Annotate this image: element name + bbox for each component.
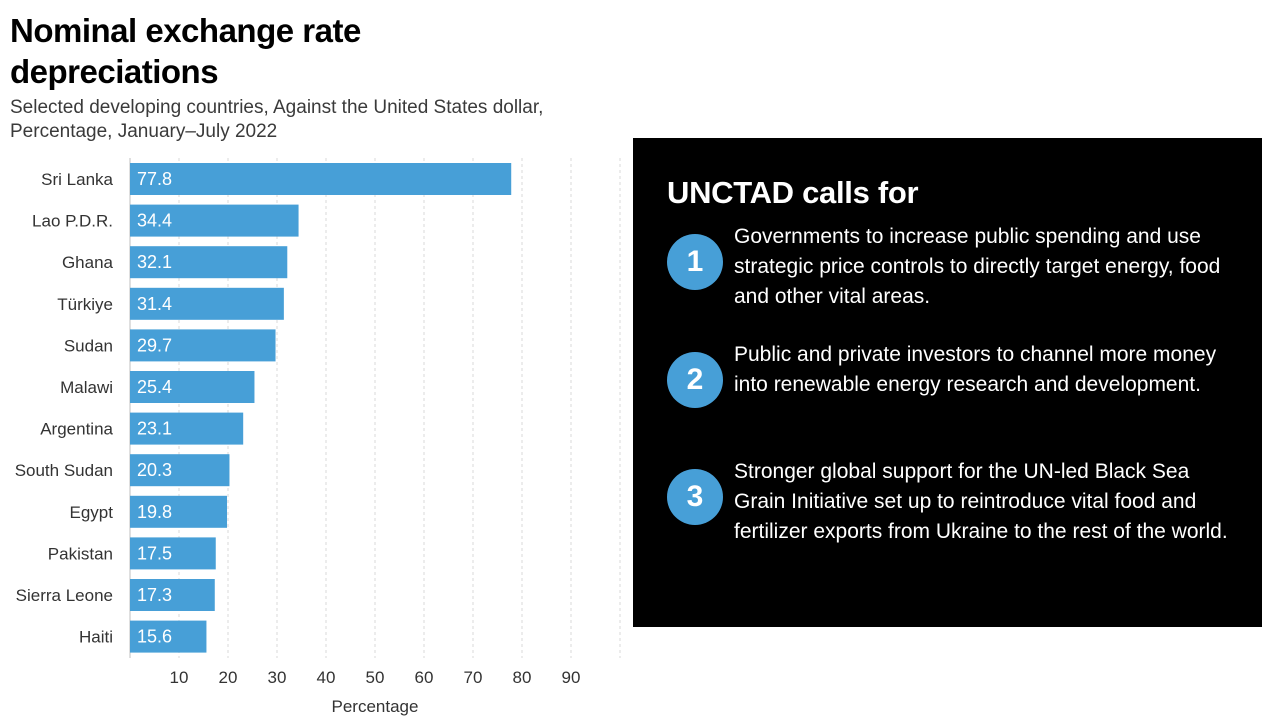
bar	[130, 620, 207, 653]
x-tick-label: 90	[562, 668, 581, 687]
bar-value-label: 34.4	[137, 211, 172, 231]
bar-value-label: 77.8	[137, 169, 172, 189]
category-label: Sierra Leone	[16, 586, 113, 605]
category-label: Malawi	[60, 378, 113, 397]
number-badge: 1	[667, 234, 723, 290]
category-label: Egypt	[70, 503, 114, 522]
bar-value-label: 20.3	[137, 460, 172, 480]
callout-item-text: Governments to increase public spending …	[734, 225, 1221, 308]
bar-value-label: 29.7	[137, 335, 172, 355]
x-axis-title: Percentage	[332, 697, 419, 716]
bar-value-label: 15.6	[137, 627, 172, 647]
category-label: Haiti	[79, 628, 113, 647]
callout-item-text: Public and private investors to channel …	[734, 343, 1217, 396]
bar	[130, 204, 299, 237]
category-labels: Sri Lanka Lao P.D.R. Ghana Türkiye Sudan Mala…	[15, 170, 114, 647]
category-label: South Sudan	[15, 461, 113, 480]
x-tick-label: 10	[170, 668, 189, 687]
x-tick-label: 20	[219, 668, 238, 687]
bar	[130, 371, 255, 403]
chart-title: Nominal exchange rate depreciations	[10, 12, 361, 90]
category-label: Lao P.D.R.	[32, 212, 113, 231]
category-label: Argentina	[40, 420, 113, 439]
bar-value-label: 31.4	[137, 294, 172, 314]
bar	[130, 412, 244, 445]
category-label: Sudan	[64, 336, 113, 355]
bar	[130, 454, 230, 487]
callout-item-text: Stronger global support for the UN-led B…	[734, 460, 1228, 543]
category-label: Pakistan	[48, 544, 113, 563]
number-badge: 2	[667, 352, 723, 408]
x-tick-label: 30	[268, 668, 287, 687]
gridlines	[129, 158, 621, 658]
bar-value-label: 17.5	[137, 543, 172, 563]
bar	[130, 579, 215, 611]
bar	[130, 495, 228, 528]
bar-value-label: 23.1	[137, 419, 172, 439]
category-label: Türkiye	[57, 295, 113, 314]
x-axis-ticks: 10 20 30 40 50 60 70 80 90	[170, 668, 581, 687]
category-label: Ghana	[62, 253, 114, 272]
x-tick-label: 40	[317, 668, 336, 687]
number-badge: 3	[667, 469, 723, 525]
bar-value-label: 25.4	[137, 377, 172, 397]
bar-chart: 77.8 34.4 32.1 31.4 29.7 25.4 23.1 20.3 19.8 17.5…	[15, 158, 621, 716]
bar	[130, 537, 216, 570]
callout-panel: UNCTAD calls for 1 Governments to increa…	[633, 138, 1262, 627]
callout-heading: UNCTAD calls for	[667, 175, 919, 210]
x-tick-label: 80	[513, 668, 532, 687]
category-label: Sri Lanka	[41, 170, 113, 189]
bars: 77.8 34.4 32.1 31.4 29.7 25.4 23.1 20.3 19.8 17.5…	[130, 163, 512, 653]
bar-value-label: 32.1	[137, 252, 172, 272]
bar	[130, 329, 276, 362]
bar-value-label: 19.8	[137, 502, 172, 522]
x-tick-label: 70	[464, 668, 483, 687]
bar-value-label: 17.3	[137, 585, 172, 605]
x-tick-label: 60	[415, 668, 434, 687]
chart-subtitle: Selected developing countries, Against t…	[10, 97, 544, 142]
bar	[130, 163, 512, 195]
bar	[130, 246, 288, 279]
x-tick-label: 50	[366, 668, 385, 687]
bar	[130, 287, 284, 320]
